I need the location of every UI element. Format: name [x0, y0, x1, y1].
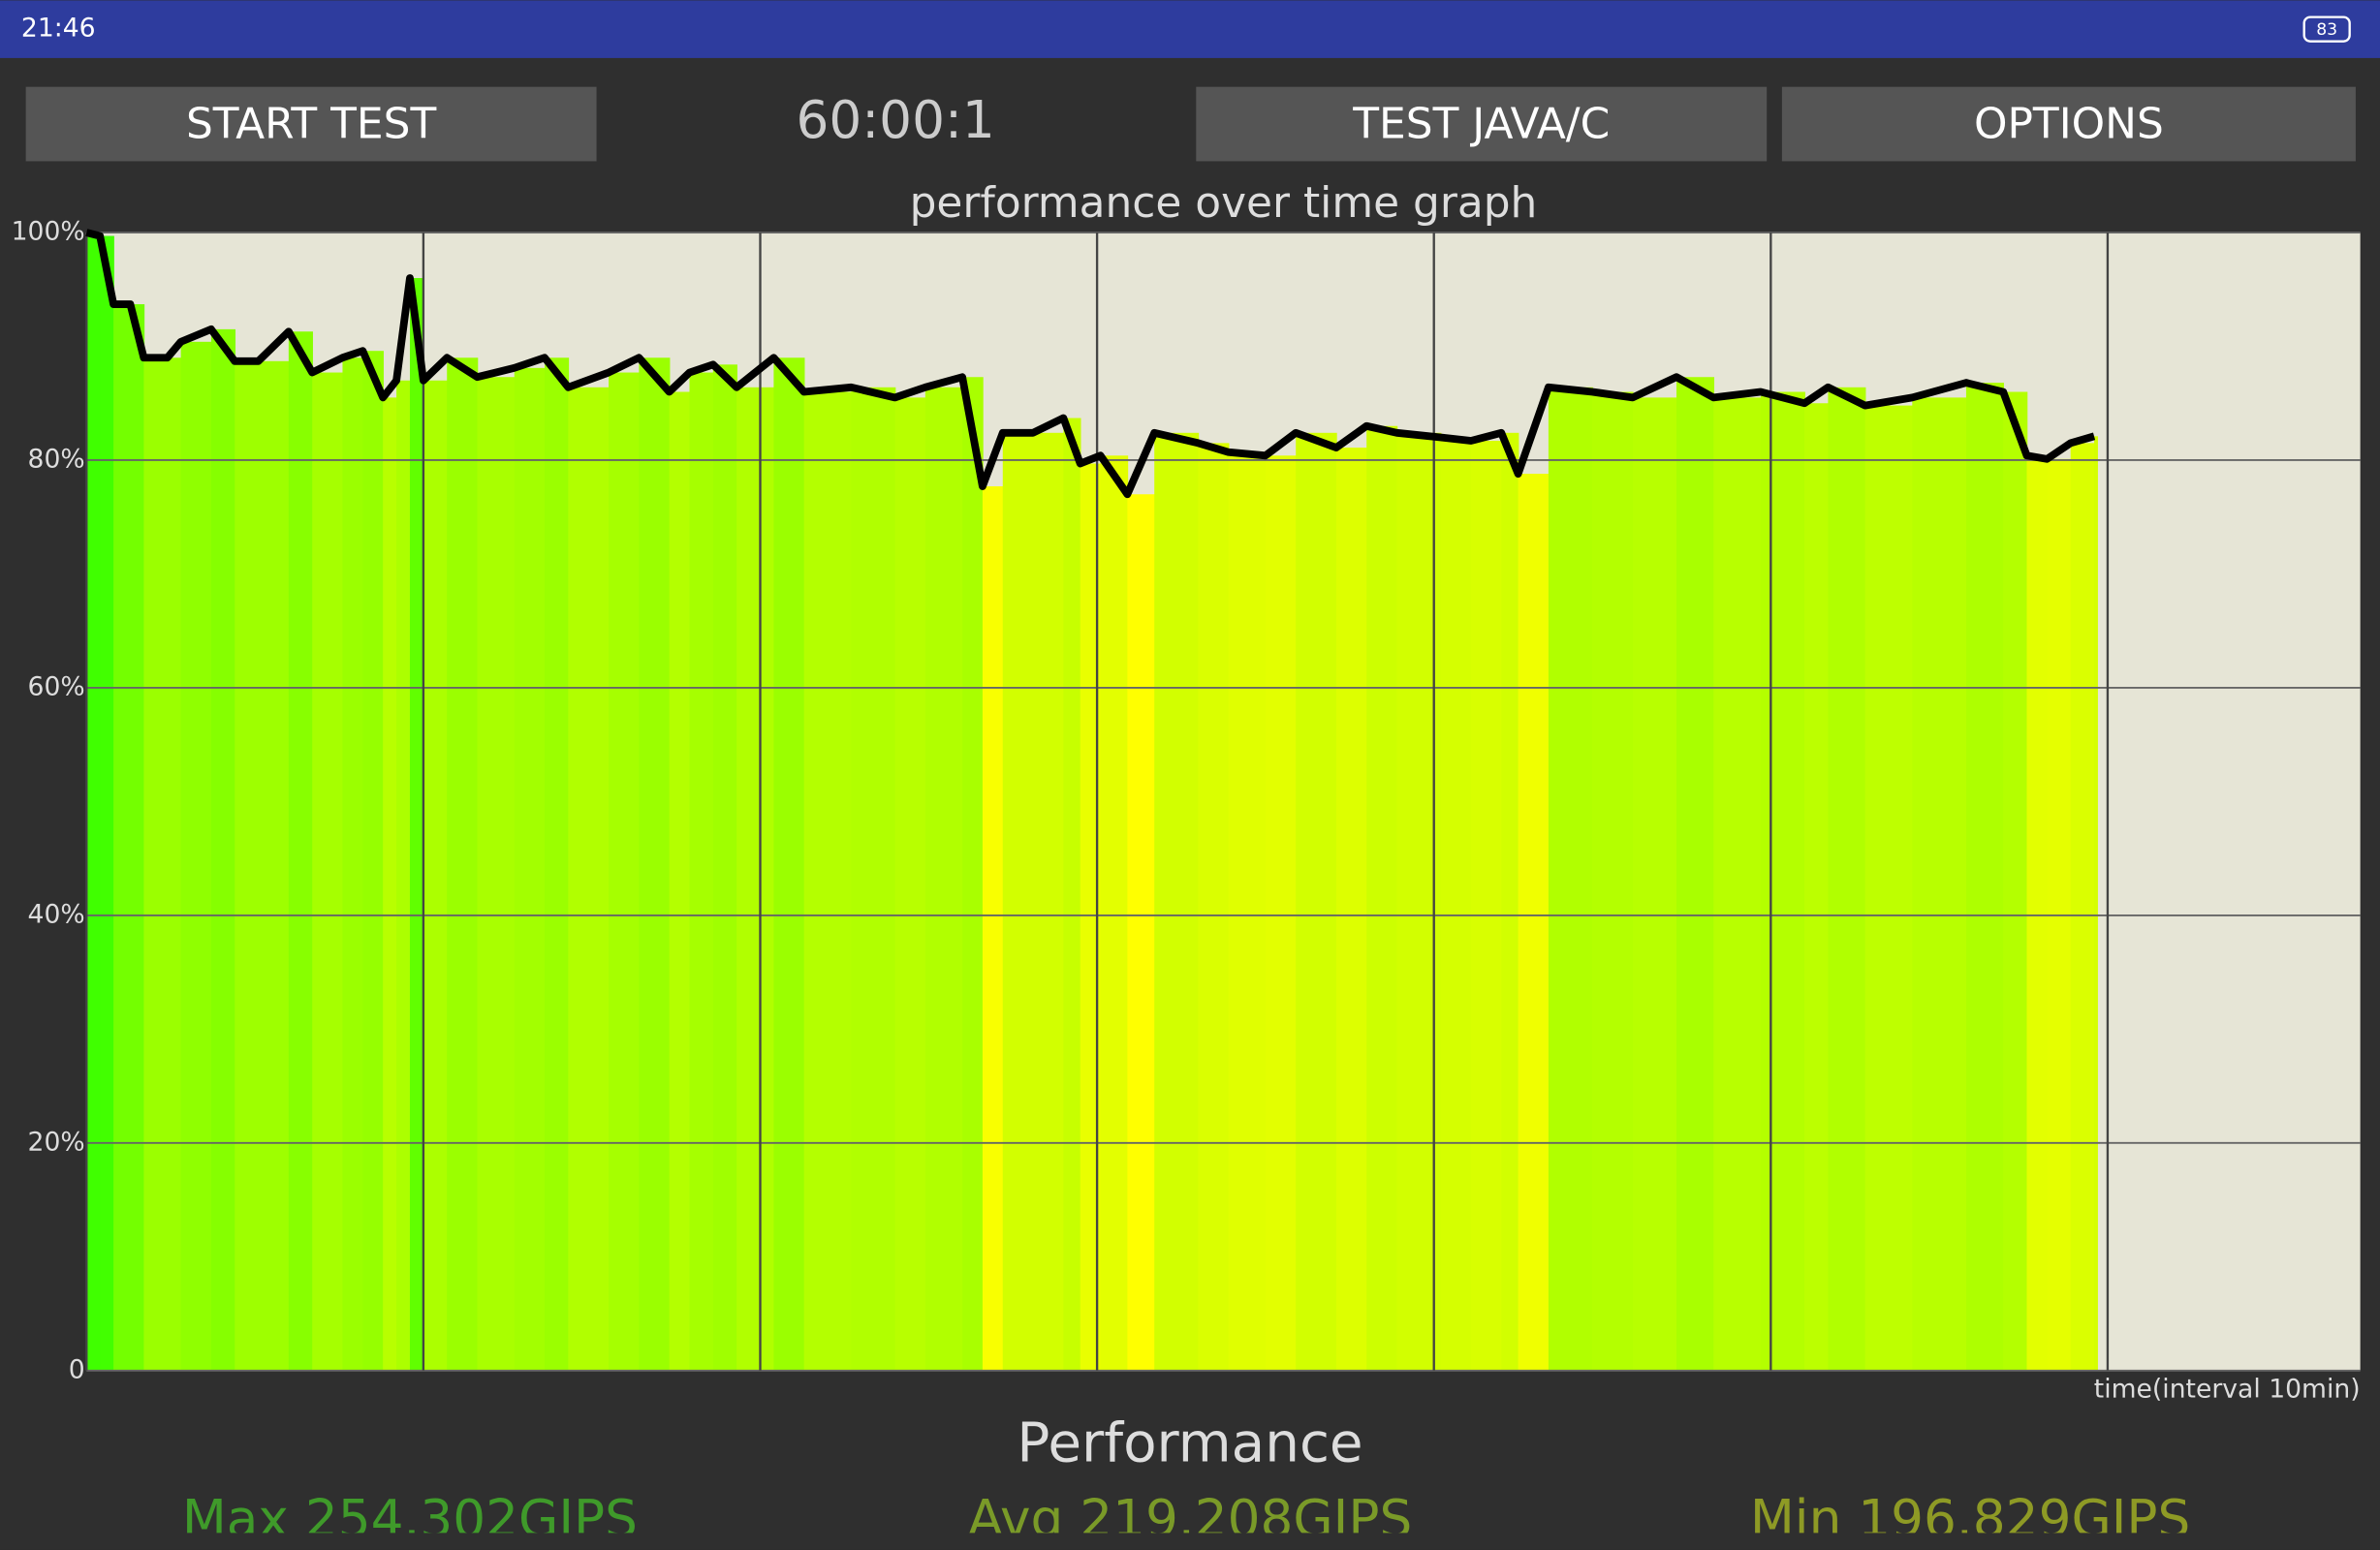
performance-band [130, 304, 145, 1371]
chart-title: performance over time graph [910, 178, 1538, 228]
y-tick-label: 100% [12, 217, 85, 247]
x-axis-label: time(interval 10min) [2094, 1375, 2361, 1405]
y-tick-label: 60% [28, 671, 85, 701]
result-min: Min 196.829GIPS [1750, 1489, 2191, 1549]
test-button[interactable]: TEST JAVA/C [1196, 86, 1768, 162]
performance-band [1518, 474, 1550, 1371]
performance-band [447, 357, 479, 1371]
performance-band [312, 372, 344, 1371]
performance-band [924, 387, 963, 1371]
result-avg: Avg 219.208GIPS [968, 1489, 1413, 1549]
performance-band [689, 372, 714, 1371]
performance-band [342, 357, 364, 1371]
performance-band [113, 304, 132, 1371]
performance-band [409, 278, 424, 1371]
status-time: 21:46 [21, 14, 96, 44]
performance-band [1864, 405, 1914, 1371]
performance-band [851, 387, 896, 1371]
performance-band [258, 360, 290, 1371]
performance-band [1154, 432, 1200, 1371]
performance-band [1828, 387, 1866, 1371]
performance-band [100, 235, 114, 1371]
performance-band [143, 357, 169, 1371]
performance-band [773, 357, 805, 1371]
performance-band [86, 232, 101, 1371]
performance-band [288, 331, 313, 1371]
performance-band [1760, 391, 1805, 1371]
performance-band [639, 357, 671, 1371]
performance-band [669, 391, 691, 1371]
performance-band [1675, 377, 1715, 1371]
performance-band [2070, 443, 2095, 1371]
performance-band [396, 380, 411, 1371]
performance-band [423, 380, 449, 1371]
performance-band [982, 486, 1004, 1371]
performance-band [235, 360, 260, 1371]
performance-band [1366, 425, 1398, 1371]
performance-band [1592, 391, 1634, 1371]
performance-band [803, 391, 853, 1371]
performance-band [712, 364, 737, 1371]
performance-band [1501, 432, 1519, 1371]
button-bg[interactable] [25, 86, 597, 162]
button-bg[interactable] [1196, 86, 1768, 162]
performance-band [1127, 494, 1155, 1371]
y-tick-label: 20% [28, 1127, 85, 1157]
performance-band [383, 397, 397, 1371]
plot [85, 229, 2361, 1372]
performance-band [1063, 418, 1081, 1371]
performance-band [1198, 443, 1230, 1371]
results-heading: Performance [1017, 1412, 1362, 1475]
timer: 60:00:1 [796, 90, 994, 150]
performance-band [1632, 397, 1677, 1371]
performance-band [2003, 391, 2028, 1371]
performance-band [894, 397, 926, 1371]
options-button[interactable]: OPTIONS [1781, 86, 2356, 162]
performance-band [210, 328, 236, 1371]
performance-band [2094, 436, 2098, 1371]
performance-band [1033, 432, 1065, 1371]
performance-band [1470, 441, 1503, 1371]
performance-band [736, 387, 775, 1371]
button-label[interactable]: OPTIONS [1974, 99, 2164, 148]
start-button[interactable]: START TEST [25, 86, 597, 162]
battery-level: 83 [2316, 20, 2337, 40]
performance-band [1002, 432, 1034, 1371]
performance-band [167, 357, 182, 1371]
performance-line [85, 229, 2096, 499]
battery-icon [2302, 16, 2351, 43]
performance-band [2026, 455, 2049, 1371]
y-tick-label: 40% [28, 899, 85, 929]
performance-band [545, 357, 570, 1371]
button-label[interactable]: START TEST [186, 99, 437, 148]
performance-band [362, 351, 384, 1371]
performance-band [1965, 383, 2004, 1371]
performance-band [1440, 437, 1472, 1371]
performance-band [962, 377, 984, 1371]
y-tick-label: 80% [28, 444, 85, 474]
performance-band [180, 341, 212, 1371]
results: Max 254.302GIPS Avg 219.208GIPS Min 196.… [182, 1489, 2191, 1549]
performance-band [1100, 455, 1129, 1371]
performance-band [1228, 451, 1267, 1371]
performance-band [568, 387, 610, 1371]
button-bg[interactable] [1781, 86, 2356, 162]
performance-band [1713, 397, 1762, 1371]
performance-band [477, 377, 516, 1371]
performance-band [1265, 455, 1297, 1371]
performance-band [1548, 387, 1593, 1371]
status-bar [0, 0, 2380, 58]
performance-band [1296, 432, 1337, 1371]
performance-band [1912, 397, 1967, 1371]
performance-band [609, 372, 641, 1371]
performance-band [1804, 403, 1830, 1371]
y-tick-label: 0 [69, 1354, 85, 1384]
performance-band [1335, 448, 1367, 1371]
button-label[interactable]: TEST JAVA/C [1352, 99, 1610, 148]
performance-band [514, 367, 546, 1371]
result-max: Max 254.302GIPS [182, 1489, 638, 1549]
